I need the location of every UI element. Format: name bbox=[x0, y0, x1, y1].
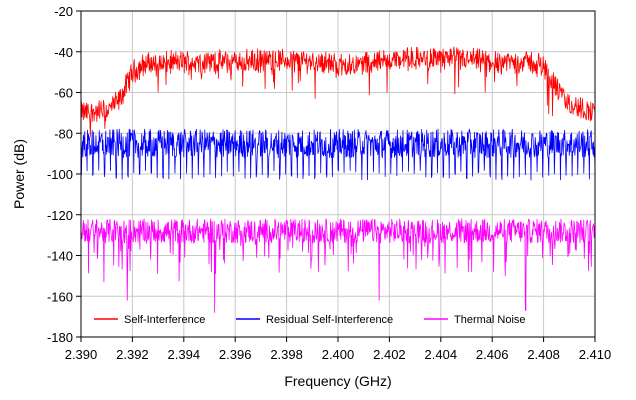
x-tick-label: 2.400 bbox=[322, 347, 355, 362]
thermal-noise-legend-label: Thermal Noise bbox=[454, 314, 526, 326]
x-tick-label: 2.402 bbox=[373, 347, 406, 362]
y-tick-label: -140 bbox=[47, 249, 73, 264]
thermal-noise-series-line bbox=[80, 218, 596, 313]
y-axis-label: Power (dB) bbox=[11, 139, 27, 209]
self-interference-legend-label: Self-Interference bbox=[124, 314, 205, 326]
x-tick-label: 2.404 bbox=[425, 347, 458, 362]
y-tick-label: -120 bbox=[47, 208, 73, 223]
x-tick-label: 2.392 bbox=[116, 347, 149, 362]
x-tick-label: 2.396 bbox=[219, 347, 252, 362]
x-axis-label: Frequency (GHz) bbox=[284, 373, 391, 389]
y-tick-label: -80 bbox=[54, 126, 73, 141]
x-tick-label: 2.398 bbox=[270, 347, 303, 362]
y-tick-label: -60 bbox=[54, 86, 73, 101]
y-tick-label: -20 bbox=[54, 4, 73, 19]
x-tick-label: 2.408 bbox=[527, 347, 560, 362]
y-tick-label: -180 bbox=[47, 330, 73, 345]
self-interference-series-line bbox=[80, 46, 596, 138]
y-tick-label: -100 bbox=[47, 167, 73, 182]
x-tick-label: 2.390 bbox=[65, 347, 98, 362]
residual-self-interference-legend-label: Residual Self-Interference bbox=[266, 314, 393, 326]
legend: Self-Interference Residual Self-Interfere… bbox=[94, 314, 526, 326]
y-tick-label: -40 bbox=[54, 45, 73, 60]
x-tick-label: 2.394 bbox=[168, 347, 201, 362]
x-tick-label: 2.410 bbox=[579, 347, 612, 362]
x-tick-label: 2.406 bbox=[476, 347, 509, 362]
residual-self-interference-series-line bbox=[80, 128, 596, 181]
y-tick-label: -160 bbox=[47, 289, 73, 304]
plot-area bbox=[80, 46, 596, 313]
axis-ticks: 2.390 2.392 2.394 2.396 2.398 2.400 2.402 2.404… bbox=[47, 4, 611, 362]
